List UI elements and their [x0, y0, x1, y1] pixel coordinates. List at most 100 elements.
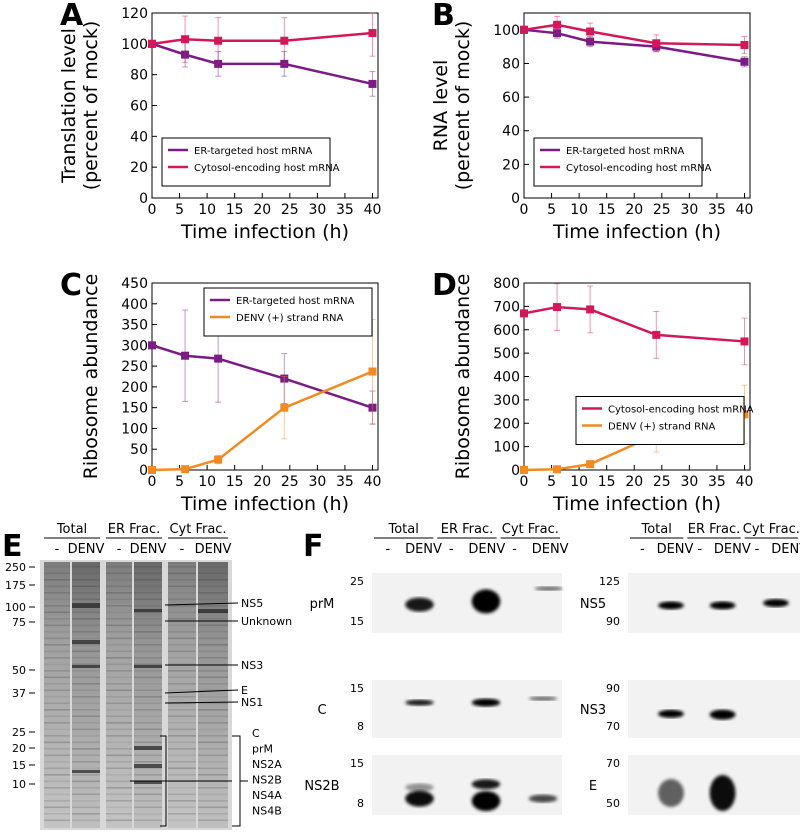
blot-tick-label: 70: [606, 757, 620, 770]
data-point: [740, 40, 749, 49]
y-axis-title: Translation level: [58, 28, 80, 184]
y-tick-label: 100: [493, 440, 520, 456]
lane-label: DENV: [130, 542, 167, 557]
legend-box: [575, 396, 745, 445]
y-tick-label: 300: [121, 338, 148, 354]
lane-header: Total: [387, 522, 418, 537]
gel-band: [134, 781, 162, 784]
y-tick-label: 0: [139, 463, 148, 479]
x-tick-label: 0: [148, 474, 157, 490]
gel-band: [106, 702, 132, 705]
data-point: [148, 466, 156, 474]
gel-band: [106, 741, 132, 744]
y-tick-label: 40: [130, 129, 148, 145]
gel-band: [72, 624, 100, 627]
ladder-label: 20: [12, 742, 26, 755]
x-tick-label: 25: [653, 474, 671, 490]
gel-band: [44, 644, 70, 646]
blot-band: [471, 779, 501, 790]
gel-band: [134, 722, 162, 724]
gel-band: [168, 572, 196, 575]
x-axis-title: Time infection (h): [180, 221, 349, 243]
gel-band: [168, 585, 196, 588]
data-point: [368, 79, 377, 88]
gel-band: [44, 631, 70, 633]
blot-band: [405, 783, 434, 792]
gel-band: [168, 696, 196, 698]
gel-band: [72, 631, 100, 633]
data-point: [181, 35, 190, 44]
blot-tick-label: 8: [357, 797, 364, 810]
x-tick-label: 40: [364, 474, 382, 490]
blot-tick-label: 15: [350, 615, 364, 628]
gel-band: [134, 611, 162, 614]
legend-label: DENV (+) strand RNA: [236, 313, 344, 324]
x-tick-label: 20: [625, 202, 643, 218]
gel-band: [168, 598, 196, 601]
gel-lane: [44, 562, 70, 828]
gel-band: [168, 774, 196, 776]
blot-band: [658, 779, 684, 807]
data-point: [181, 50, 190, 59]
gel-band: [44, 748, 70, 750]
gel-band: [134, 764, 162, 768]
gel-band: [168, 800, 196, 802]
x-tick-label: 40: [364, 202, 382, 218]
gel-band: [106, 787, 132, 789]
gel-band: [134, 806, 162, 809]
gel-band: [106, 585, 132, 588]
legend-box: [203, 287, 373, 337]
gel-band: [44, 637, 70, 640]
gel-band: [198, 800, 228, 802]
gel-band: [72, 767, 100, 770]
gel-band: [72, 741, 100, 744]
y-tick-label: 500: [493, 346, 520, 362]
ladder-label: 175: [5, 579, 26, 592]
gel-band: [72, 611, 100, 614]
gel-band: [168, 819, 196, 822]
y-tick-label: 250: [121, 359, 148, 375]
gel-band: [72, 644, 100, 646]
x-tick-label: 35: [708, 202, 726, 218]
gel-band: [44, 657, 70, 659]
y-tick-label: 400: [121, 297, 148, 313]
gel-band: [44, 683, 70, 685]
lane-label: DENV: [405, 542, 442, 557]
gel-band: [198, 585, 228, 588]
gel-band: [134, 746, 162, 750]
gel-band: [198, 715, 228, 718]
gel-band: [106, 618, 132, 620]
gel-band: [198, 683, 228, 685]
gel-band: [134, 683, 162, 685]
gel-band: [134, 813, 162, 815]
gel-band: [44, 650, 70, 653]
blot-label: NS5: [580, 597, 606, 612]
gel-band: [198, 572, 228, 575]
bracket-label: NS4B: [252, 805, 282, 818]
band-pointer: [164, 689, 239, 694]
y-tick-label: 0: [139, 191, 148, 207]
gel-band: [168, 637, 196, 640]
gel-band: [134, 644, 162, 646]
gel-band: [198, 735, 228, 737]
y-tick-label: 60: [130, 99, 148, 115]
y-tick-label: 350: [121, 318, 148, 334]
gel-band: [44, 735, 70, 737]
blot-background: [372, 680, 562, 738]
gel-band: [168, 748, 196, 750]
lane-header: Total: [56, 522, 87, 537]
gel-band: [134, 728, 162, 731]
gel-band: [44, 709, 70, 711]
gel-band: [198, 728, 228, 731]
plot-frame: [523, 12, 751, 199]
data-point: [553, 29, 562, 38]
x-tick-label: 25: [281, 202, 299, 218]
x-tick-label: 0: [148, 202, 157, 218]
data-point: [520, 466, 528, 474]
y-tick-label: 120: [121, 6, 148, 22]
gel-band: [72, 598, 100, 601]
gel-band: [106, 722, 132, 724]
y-axis-title: Ribosome abundance: [80, 274, 102, 480]
gel-band: [198, 676, 228, 679]
gel-band: [168, 683, 196, 685]
